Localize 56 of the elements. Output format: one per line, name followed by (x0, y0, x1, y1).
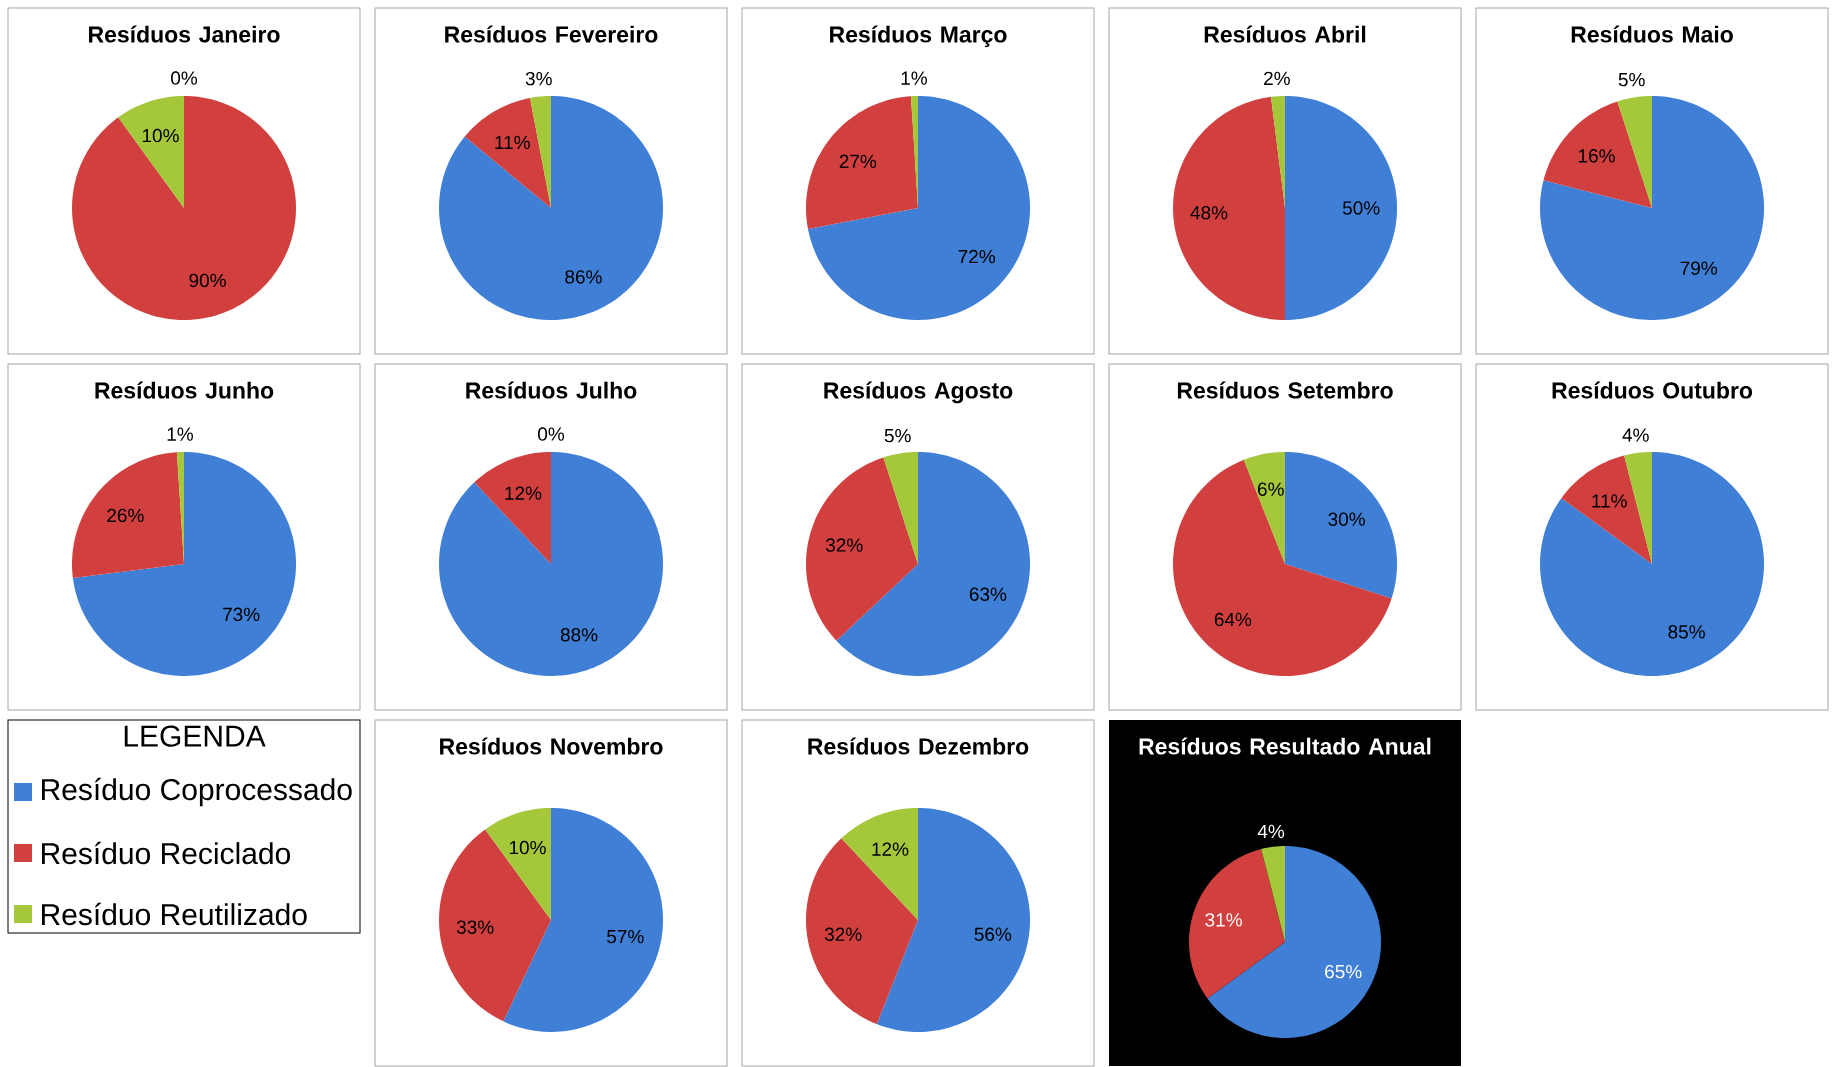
chart-title: Resíduos Agosto (824, 381, 1013, 404)
chart-title: Resíduos Setembro (1177, 381, 1393, 399)
data-label: 30% (1328, 512, 1365, 526)
chart-title: Resíduos Fevereiro (445, 25, 658, 43)
text: 0% (171, 71, 198, 85)
chart-title: Resíduos Outubro (1552, 381, 1753, 399)
data-label: 12% (505, 486, 542, 500)
chart-title: Resíduos Janeiro (89, 25, 280, 43)
data-label: 86% (565, 270, 602, 284)
data-label: 5% (884, 428, 911, 443)
data-label: 2% (1264, 71, 1290, 86)
category-label: Resíduo Coprocessado (42, 777, 352, 807)
data-label: 79% (1680, 261, 1718, 275)
data-label: 12% (872, 842, 909, 856)
data-label: 48% (1190, 206, 1228, 220)
data-label: 88% (560, 628, 598, 642)
data-label: 27% (839, 154, 877, 168)
data-label: 90% (189, 273, 226, 288)
chart-title: Resíduos Março (830, 25, 1007, 48)
data-label: 50% (1342, 201, 1380, 215)
data-label: 73% (223, 607, 260, 622)
data-label: 32% (824, 927, 862, 941)
data-label: 4% (1257, 824, 1285, 839)
chart-title: Resíduos Abril (1204, 25, 1366, 43)
data-label: 63% (969, 587, 1007, 601)
category-label: Resíduo Reutilizado (42, 902, 307, 926)
data-label: 10% (509, 840, 546, 855)
text: 0% (538, 427, 565, 441)
chart-title: Resíduos Novembro (440, 737, 663, 755)
text: LEGENDA (124, 725, 266, 747)
data-label: 5% (1618, 72, 1645, 87)
data-label: 1% (167, 427, 193, 441)
category-label: Resíduo Reciclado (42, 841, 291, 865)
chart-title: Resíduos Dezembro (808, 737, 1029, 755)
data-label: 10% (142, 128, 179, 143)
data-label: 72% (958, 249, 996, 264)
data-label: 6% (1257, 482, 1284, 496)
data-label: 16% (1578, 149, 1615, 163)
data-label: 65% (1325, 964, 1362, 979)
chart-title: Resíduos Resultado Anual (1139, 737, 1431, 755)
chart-title: Resíduos Junho (95, 381, 274, 399)
data-label: 57% (607, 929, 644, 944)
data-label: 11% (1592, 494, 1627, 508)
data-label: 3% (525, 71, 552, 86)
data-label: 26% (107, 508, 144, 523)
data-label: 85% (1668, 625, 1705, 639)
chart-title: Resíduos Maio (1571, 25, 1733, 43)
data-label: 64% (1214, 612, 1252, 627)
data-label: 32% (825, 538, 863, 552)
data-label: 1% (901, 71, 927, 85)
data-label: 31% (1205, 913, 1242, 927)
chart-title: Resíduos Julho (466, 381, 637, 399)
data-label: 11% (495, 135, 530, 150)
data-label: 4% (1622, 428, 1649, 442)
data-label: 33% (456, 920, 494, 934)
data-label: 56% (974, 927, 1012, 941)
